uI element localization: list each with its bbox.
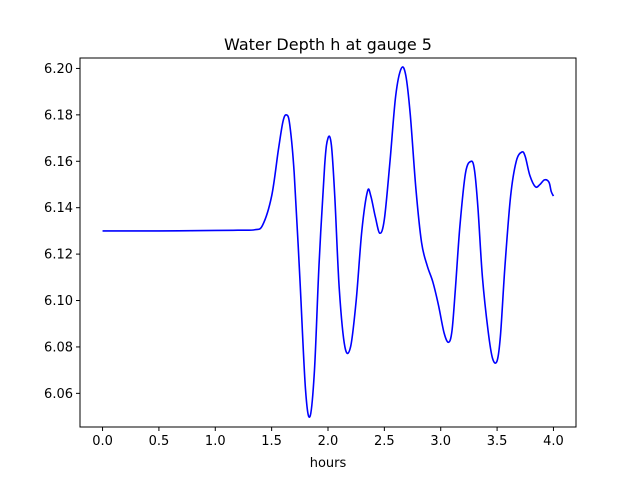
- series-layer: [102, 66, 555, 419]
- plot-frame: [79, 57, 577, 428]
- y-tick-label: 6.16: [44, 155, 73, 170]
- y-tick-label: 6.20: [44, 62, 73, 77]
- x-tick-label: 2.0: [318, 434, 339, 449]
- plot-area: [80, 58, 576, 427]
- y-tick-label: 6.06: [44, 387, 73, 402]
- series-line: [102, 66, 555, 419]
- y-axis-ticks: 6.06 6.08 6.10 6.12 6.14 6.16 6.18 6.20: [44, 62, 80, 402]
- y-tick-label: 6.10: [44, 294, 73, 309]
- y-tick-label: 6.12: [44, 248, 73, 263]
- x-tick-label: 4.0: [543, 434, 564, 449]
- x-tick-label: 1.0: [205, 434, 226, 449]
- y-tick-label: 6.14: [44, 201, 73, 216]
- x-tick-label: 3.5: [487, 434, 508, 449]
- x-tick-label: 1.5: [261, 434, 282, 449]
- x-tick-label: 2.5: [374, 434, 395, 449]
- x-tick-label: 0.5: [149, 434, 170, 449]
- x-tick-label: 3.0: [430, 434, 451, 449]
- x-axis-label: hours: [310, 456, 347, 471]
- x-axis-ticks: 0.0 0.5 1.0 1.5 2.0 2.5 3.0 3.5 4.0: [92, 427, 564, 449]
- y-tick-label: 6.08: [44, 340, 73, 355]
- x-tick-label: 0.0: [92, 434, 113, 449]
- chart-title: Water Depth h at gauge 5: [224, 35, 432, 54]
- y-tick-label: 6.18: [44, 108, 73, 123]
